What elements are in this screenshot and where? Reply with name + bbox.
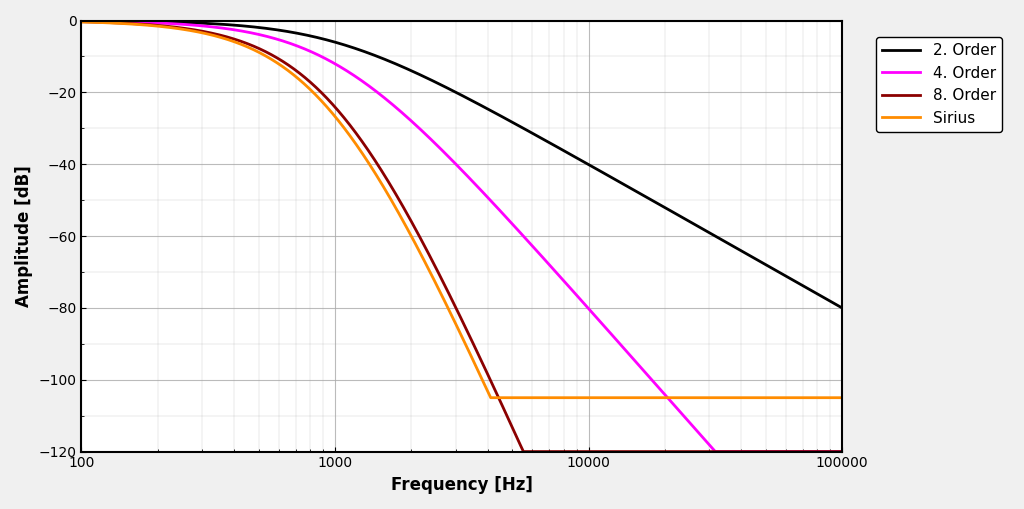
4. Order bbox=[366, 85, 378, 91]
4. Order bbox=[710, 448, 722, 455]
8. Order bbox=[366, 153, 378, 159]
Sirius bbox=[570, 394, 583, 401]
8. Order bbox=[76, 19, 88, 25]
2. Order bbox=[76, 18, 88, 24]
Line: 8. Order: 8. Order bbox=[82, 22, 842, 451]
8. Order bbox=[517, 448, 529, 455]
2. Order bbox=[213, 21, 225, 27]
8. Order bbox=[570, 448, 583, 455]
4. Order bbox=[643, 374, 655, 380]
Y-axis label: Amplitude [dB]: Amplitude [dB] bbox=[15, 165, 33, 307]
2. Order bbox=[700, 228, 713, 234]
Sirius bbox=[366, 165, 378, 172]
4. Order bbox=[700, 439, 713, 445]
8. Order bbox=[531, 448, 544, 455]
4. Order bbox=[213, 24, 225, 31]
Sirius bbox=[213, 34, 225, 40]
Sirius bbox=[836, 394, 848, 401]
2. Order bbox=[570, 155, 583, 161]
2. Order bbox=[531, 133, 544, 139]
2. Order bbox=[836, 305, 848, 311]
Line: 2. Order: 2. Order bbox=[82, 21, 842, 308]
8. Order bbox=[836, 448, 848, 455]
Sirius bbox=[700, 394, 713, 401]
4. Order bbox=[570, 292, 583, 298]
Sirius bbox=[531, 394, 544, 401]
2. Order bbox=[643, 195, 655, 202]
4. Order bbox=[76, 18, 88, 24]
4. Order bbox=[836, 448, 848, 455]
Line: 4. Order: 4. Order bbox=[82, 21, 842, 451]
8. Order bbox=[213, 32, 225, 38]
Sirius bbox=[76, 19, 88, 25]
Legend: 2. Order, 4. Order, 8. Order, Sirius: 2. Order, 4. Order, 8. Order, Sirius bbox=[876, 37, 1001, 132]
4. Order bbox=[531, 249, 544, 255]
Line: Sirius: Sirius bbox=[82, 22, 842, 398]
2. Order bbox=[366, 51, 378, 58]
8. Order bbox=[643, 448, 655, 455]
Sirius bbox=[484, 394, 497, 401]
X-axis label: Frequency [Hz]: Frequency [Hz] bbox=[391, 476, 532, 494]
8. Order bbox=[700, 448, 713, 455]
Sirius bbox=[643, 394, 655, 401]
